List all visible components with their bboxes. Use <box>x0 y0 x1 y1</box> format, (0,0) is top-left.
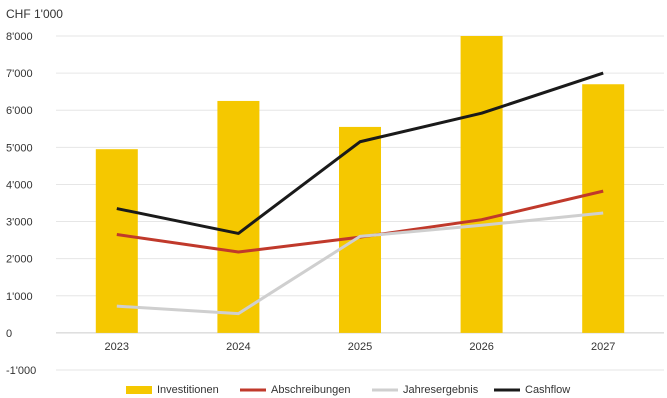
series-line-cashflow <box>116 71 604 235</box>
x-axis: 2023 2024 2025 2026 2027 <box>105 341 616 353</box>
y-tick-label: 1'000 <box>6 291 33 303</box>
bar-investitionen-2023 <box>95 149 138 333</box>
y-tick-label: 8'000 <box>6 31 33 43</box>
bar-investitionen-2026 <box>460 36 503 333</box>
legend-label: Abschreibungen <box>271 384 351 396</box>
y-tick-label: 2'000 <box>6 254 33 266</box>
y-tick-label: 6'000 <box>6 105 33 117</box>
legend-label: Cashflow <box>525 384 570 396</box>
y-tick-label: 0 <box>6 328 12 340</box>
legend: Investitionen Abschreibungen Jahresergebni… <box>126 384 570 396</box>
x-tick-label: 2024 <box>226 341 250 353</box>
y-tick-label: 3'000 <box>6 217 33 229</box>
y-tick-label: 4'000 <box>6 179 33 191</box>
x-tick-label: 2025 <box>348 341 372 353</box>
bar-investitionen-2024 <box>217 100 260 333</box>
legend-swatch <box>126 386 152 394</box>
legend-label: Jahresergebnis <box>403 384 479 396</box>
y-axis: -1'000 0 1'000 2'000 3'000 4'000 5'000 6'000 7'0… <box>6 31 36 377</box>
x-tick-label: 2027 <box>591 341 615 353</box>
y-tick-label: 5'000 <box>6 142 33 154</box>
series-lines <box>116 71 604 316</box>
bar-investitionen-2025 <box>339 126 381 333</box>
series-line-jahresergebnis <box>116 211 604 316</box>
x-tick-label: 2023 <box>105 341 129 353</box>
y-tick-label: 7'000 <box>6 68 33 80</box>
x-tick-label: 2026 <box>469 341 493 353</box>
unit-label: CHF 1'000 <box>6 7 63 21</box>
bars <box>95 36 625 333</box>
bar-investitionen-2027 <box>582 84 625 333</box>
y-tick-label: -1'000 <box>6 365 36 377</box>
legend-label: Investitionen <box>157 384 219 396</box>
